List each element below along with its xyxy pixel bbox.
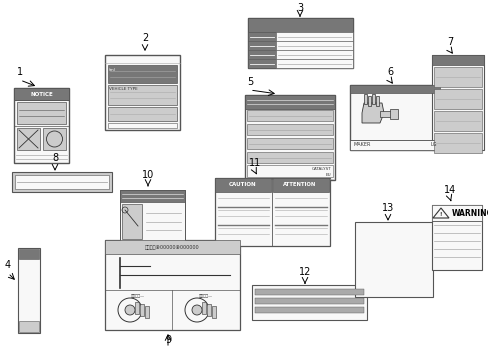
Bar [433,133,481,153]
Text: LG: LG [429,143,436,148]
Bar [254,289,363,295]
Bar [19,321,39,332]
Text: 1: 1 [17,67,23,77]
Bar [371,94,374,104]
Bar [431,205,481,270]
Bar [354,222,432,297]
Bar [215,178,329,246]
Bar [206,304,210,316]
Bar [246,124,332,135]
Text: ATTENTION: ATTENTION [283,183,316,188]
Text: 10: 10 [142,170,154,180]
Bar [375,96,378,106]
Bar [433,67,481,87]
Bar [431,55,483,65]
Text: ドッフル—: ドッフル— [199,294,213,298]
Bar [17,102,66,124]
Text: MAKER: MAKER [352,143,369,148]
Bar [215,178,270,192]
Bar [275,32,352,41]
Bar [349,85,439,150]
Bar [108,107,177,121]
Bar [17,128,40,150]
Bar [122,204,142,239]
Bar [431,55,483,150]
Bar [14,88,69,163]
Bar [19,249,39,259]
Bar [349,85,439,93]
Bar [247,18,352,68]
Bar [105,240,240,330]
Bar [105,55,180,130]
Bar [247,59,275,68]
Bar [108,123,177,128]
Text: 5: 5 [246,77,253,87]
Text: 3: 3 [296,3,303,13]
Text: CAUTION: CAUTION [229,183,256,188]
Bar [202,302,205,314]
Circle shape [192,305,202,315]
Bar [108,85,177,105]
Bar [247,32,275,41]
Text: 14: 14 [443,185,455,195]
Text: 13: 13 [381,203,393,213]
Bar [349,140,439,150]
Bar [254,307,363,313]
Text: 12: 12 [298,267,310,277]
Bar [105,240,240,254]
Text: 6: 6 [386,67,392,77]
Circle shape [125,305,135,315]
Bar [367,96,370,106]
Bar [43,128,66,150]
Bar [431,205,481,221]
Bar [275,41,352,50]
Text: 9: 9 [164,335,171,345]
Text: 4: 4 [5,260,11,270]
Bar [389,109,397,119]
Text: NOTICE: NOTICE [30,91,53,96]
Text: ブレーキ⑧00000⑧000000: ブレーキ⑧00000⑧000000 [145,244,200,249]
Bar [14,88,69,100]
Bar [120,190,184,202]
Bar [433,89,481,109]
Bar [275,59,352,68]
Bar [12,172,112,192]
Bar [145,306,149,318]
Text: 7: 7 [446,37,452,47]
Text: VEHICLE TYPE: VEHICLE TYPE [109,87,138,91]
Bar [363,94,366,104]
Text: 8: 8 [52,153,58,163]
Bar [433,111,481,131]
Bar [246,110,332,121]
Bar [108,65,177,83]
Bar [246,152,332,163]
Polygon shape [361,103,383,123]
Text: 11: 11 [248,158,261,168]
Text: (m): (m) [109,68,116,72]
Bar [246,165,332,177]
Bar [244,95,334,180]
Text: 2: 2 [142,33,148,43]
Text: CATALYST: CATALYST [311,167,330,171]
Bar [251,285,366,320]
Bar [272,178,328,192]
Bar [212,306,216,318]
Bar [15,175,109,189]
Bar [135,302,139,314]
Bar [247,50,275,59]
Bar [244,95,334,109]
Text: フッフル—: フッフル— [131,294,145,298]
Bar [246,138,332,149]
Text: !: ! [439,212,441,217]
Bar [247,18,352,32]
Bar [120,190,184,242]
Bar [140,304,143,316]
Bar [379,111,391,117]
Text: EU: EU [325,173,330,177]
Bar [275,50,352,59]
Bar [254,298,363,304]
Text: WARNING: WARNING [451,210,488,219]
Bar [18,248,40,333]
Bar [247,41,275,50]
